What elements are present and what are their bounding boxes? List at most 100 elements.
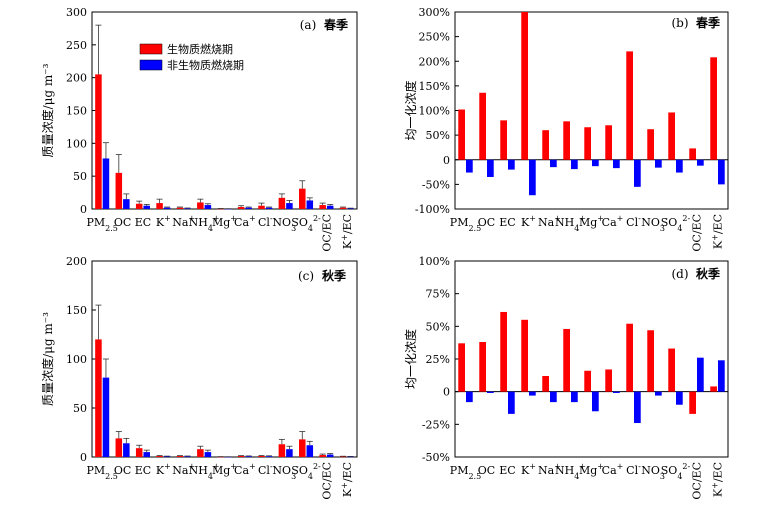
bar-biomass-2	[500, 120, 507, 160]
bar-biomass-6	[217, 208, 224, 210]
bar-biomass-3	[156, 203, 163, 209]
bar-non-biomass-4	[184, 456, 191, 457]
y-tick-label: -100%	[415, 203, 450, 216]
x-tick-label: NO3-	[272, 462, 299, 481]
bar-non-biomass-9	[655, 159, 662, 168]
x-tick-label: OC	[114, 216, 131, 229]
bar-non-biomass-9	[286, 203, 293, 209]
bar-biomass-3	[156, 456, 163, 457]
bar-non-biomass-8	[265, 207, 273, 209]
x-tick-label: Ca+	[602, 462, 624, 477]
bar-biomass-6	[584, 127, 591, 160]
bar-non-biomass-8	[634, 159, 641, 187]
y-axis-label: 均一化浓度	[403, 329, 418, 389]
legend-swatch-non-biomass	[139, 59, 163, 71]
x-tick-label: OC	[114, 464, 131, 477]
legend-label-non-biomass: 非生物质燃烧期	[167, 58, 244, 72]
x-tick-label: EC	[135, 216, 151, 229]
y-tick-label: 250%	[419, 31, 450, 44]
x-tick-label: SO42-	[291, 462, 321, 481]
x-tick-label: Cl-	[258, 462, 273, 477]
bar-biomass-12	[710, 386, 717, 392]
y-tick-label: 0	[443, 386, 450, 399]
plot-frame	[454, 11, 729, 210]
y-tick-label: 75%	[426, 288, 450, 301]
bar-non-biomass-1	[123, 199, 130, 209]
season-label: 秋季	[322, 268, 347, 283]
y-tick-label: 150	[66, 105, 87, 118]
y-tick-label: 0	[443, 154, 450, 167]
bar-biomass-11	[319, 455, 326, 457]
y-tick-label: 100%	[419, 255, 450, 268]
y-tick-label: -50%	[422, 451, 450, 464]
bar-biomass-1	[115, 438, 123, 457]
bar-biomass-8	[258, 205, 265, 209]
y-axis-label: 均一化浓度	[403, 80, 418, 140]
y-tick-label: 300	[66, 6, 87, 19]
bar-biomass-0	[458, 109, 465, 160]
x-tick-label: NO3-	[641, 214, 668, 233]
x-tick-label: SO42-	[291, 214, 321, 233]
x-tick-label: Na+	[172, 214, 195, 229]
y-tick-label: 250	[66, 39, 87, 52]
bar-biomass-10	[668, 348, 675, 392]
bar-biomass-0	[95, 339, 102, 457]
bar-biomass-5	[563, 121, 570, 160]
x-tick-label: Mg+	[579, 462, 604, 477]
bar-non-biomass-6	[225, 208, 232, 210]
bar-biomass-2	[135, 203, 143, 209]
bar-non-biomass-12	[347, 208, 354, 210]
bar-biomass-7	[237, 456, 245, 457]
bar-biomass-11	[689, 391, 696, 414]
bar-biomass-11	[319, 205, 326, 209]
bar-non-biomass-3	[529, 159, 536, 196]
x-tick-label: Mg+	[579, 214, 604, 229]
y-tick-label: 0	[80, 203, 87, 216]
x-tick-label: Mg+	[212, 214, 237, 229]
bar-biomass-10	[299, 439, 306, 457]
bar-biomass-3	[521, 12, 528, 160]
bar-biomass-6	[584, 370, 591, 392]
bar-biomass-8	[258, 456, 265, 457]
chart-panel-b: -100% -50% 0 50% 100% 150% 200% 250% 300% 均一化浓度 (b…	[403, 6, 729, 252]
bar-biomass-9	[647, 330, 654, 392]
panel-label: (d)	[671, 267, 688, 281]
y-tick-label: 300%	[419, 6, 450, 19]
x-tick-label: PM2.5	[450, 464, 481, 481]
y-tick-label: -50%	[422, 178, 450, 191]
x-tick-label: OC	[478, 216, 495, 229]
x-tick-label: K+	[156, 462, 171, 477]
bar-non-biomass-5	[204, 205, 212, 209]
y-tick-label: 200	[66, 72, 87, 85]
bar-non-biomass-1	[487, 159, 494, 177]
legend-label-biomass: 生物质燃烧期	[167, 42, 233, 56]
y-tick-label: 50%	[426, 129, 450, 142]
x-tick-label: NH4+	[189, 462, 220, 481]
bar-non-biomass-12	[347, 456, 354, 458]
bar-non-biomass-1	[123, 443, 130, 457]
bar-biomass-9	[278, 444, 286, 457]
y-tick-label: 200	[66, 255, 87, 268]
x-tick-label: K+/EC	[340, 214, 354, 249]
x-tick-label: Cl-	[258, 214, 273, 229]
bar-non-biomass-2	[508, 159, 515, 170]
y-axis-label: 质量浓度/μg m⁻³	[40, 63, 55, 157]
bar-non-biomass-11	[697, 159, 704, 166]
y-tick-label: 100%	[419, 105, 450, 118]
plot-frame	[91, 11, 358, 210]
bar-biomass-2	[135, 448, 143, 457]
x-tick-label: Na+	[538, 214, 561, 229]
bar-biomass-5	[197, 449, 204, 457]
x-tick-label: K+	[156, 214, 171, 229]
x-tick-label: OC/EC	[691, 214, 704, 252]
y-tick-label: 150	[66, 304, 87, 317]
x-tick-label: SO42-	[661, 214, 691, 233]
bar-non-biomass-8	[265, 456, 273, 457]
bar-non-biomass-2	[143, 205, 150, 209]
bar-biomass-5	[197, 202, 204, 209]
x-tick-label: Ca+	[234, 214, 256, 229]
bar-biomass-9	[647, 129, 654, 160]
bar-non-biomass-2	[143, 452, 150, 457]
